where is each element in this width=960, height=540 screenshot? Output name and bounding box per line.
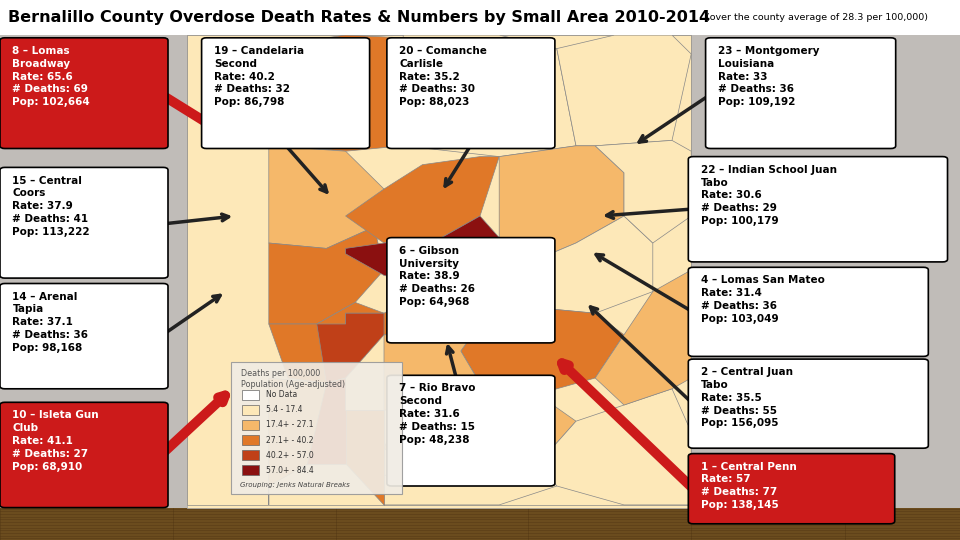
- Text: Bernalillo County Overdose Death Rates & Numbers by Small Area 2010-2014: Bernalillo County Overdose Death Rates &…: [8, 10, 709, 25]
- Polygon shape: [307, 378, 384, 464]
- Text: 22 – Indian School Juan
Tabo
Rate: 30.6
# Deaths: 29
Pop: 100,179: 22 – Indian School Juan Tabo Rate: 30.6 …: [701, 165, 837, 226]
- Text: Deaths per 100,000
Population (Age-adjusted): Deaths per 100,000 Population (Age-adjus…: [241, 369, 345, 389]
- Text: 10 – Isleta Gun
Club
Rate: 41.1
# Deaths: 27
Pop: 68,910: 10 – Isleta Gun Club Rate: 41.1 # Deaths…: [12, 410, 99, 471]
- Text: 14 – Arenal
Tapia
Rate: 37.1
# Deaths: 36
Pop: 98,168: 14 – Arenal Tapia Rate: 37.1 # Deaths: 3…: [12, 292, 88, 353]
- FancyBboxPatch shape: [688, 359, 928, 448]
- FancyBboxPatch shape: [688, 267, 928, 356]
- Polygon shape: [384, 378, 576, 481]
- Polygon shape: [384, 464, 557, 505]
- FancyBboxPatch shape: [0, 167, 168, 278]
- FancyBboxPatch shape: [688, 157, 948, 262]
- Polygon shape: [346, 157, 499, 243]
- Text: No Data: No Data: [266, 390, 298, 399]
- FancyBboxPatch shape: [242, 390, 259, 400]
- Polygon shape: [317, 313, 384, 383]
- FancyBboxPatch shape: [242, 420, 259, 430]
- Text: 19 – Candelaria
Second
Rate: 40.2
# Deaths: 32
Pop: 86,798: 19 – Candelaria Second Rate: 40.2 # Deat…: [214, 46, 304, 107]
- Polygon shape: [187, 35, 691, 505]
- Polygon shape: [499, 146, 624, 259]
- Text: 1 – Central Penn
Rate: 57
# Deaths: 77
Pop: 138,145: 1 – Central Penn Rate: 57 # Deaths: 77 P…: [701, 462, 797, 510]
- Text: (over the county average of 28.3 per 100,000): (over the county average of 28.3 per 100…: [706, 13, 927, 22]
- FancyBboxPatch shape: [387, 238, 555, 343]
- Text: 5.4 - 17.4: 5.4 - 17.4: [266, 406, 302, 414]
- Polygon shape: [346, 270, 499, 335]
- FancyBboxPatch shape: [202, 38, 370, 148]
- FancyBboxPatch shape: [0, 402, 168, 508]
- FancyBboxPatch shape: [0, 0, 960, 35]
- FancyBboxPatch shape: [242, 450, 259, 460]
- Polygon shape: [384, 324, 480, 410]
- FancyBboxPatch shape: [0, 38, 168, 148]
- FancyBboxPatch shape: [242, 465, 259, 475]
- Text: 57.0+ - 84.4: 57.0+ - 84.4: [266, 466, 314, 475]
- Polygon shape: [403, 35, 576, 157]
- Text: 15 – Central
Coors
Rate: 37.9
# Deaths: 41
Pop: 113,222: 15 – Central Coors Rate: 37.9 # Deaths: …: [12, 176, 90, 237]
- Text: 2 – Central Juan
Tabo
Rate: 35.5
# Deaths: 55
Pop: 156,095: 2 – Central Juan Tabo Rate: 35.5 # Death…: [701, 367, 793, 428]
- Polygon shape: [269, 146, 384, 248]
- FancyBboxPatch shape: [242, 435, 259, 445]
- Polygon shape: [557, 35, 691, 146]
- FancyBboxPatch shape: [387, 375, 555, 486]
- FancyBboxPatch shape: [187, 35, 691, 508]
- Polygon shape: [595, 270, 691, 405]
- FancyBboxPatch shape: [231, 362, 402, 494]
- FancyBboxPatch shape: [0, 508, 960, 540]
- Polygon shape: [269, 378, 346, 505]
- Text: 4 – Lomas San Mateo
Rate: 31.4
# Deaths: 36
Pop: 103,049: 4 – Lomas San Mateo Rate: 31.4 # Deaths:…: [701, 275, 825, 324]
- Polygon shape: [346, 410, 384, 505]
- FancyBboxPatch shape: [0, 284, 168, 389]
- Polygon shape: [538, 389, 691, 505]
- FancyBboxPatch shape: [706, 38, 896, 148]
- FancyBboxPatch shape: [688, 454, 895, 524]
- Text: 23 – Montgomery
Louisiana
Rate: 33
# Deaths: 36
Pop: 109,192: 23 – Montgomery Louisiana Rate: 33 # Dea…: [718, 46, 820, 107]
- Text: 8 – Lomas
Broadway
Rate: 65.6
# Deaths: 69
Pop: 102,664: 8 – Lomas Broadway Rate: 65.6 # Deaths: …: [12, 46, 90, 107]
- Polygon shape: [499, 216, 653, 313]
- Polygon shape: [221, 35, 403, 151]
- Text: 40.2+ - 57.0: 40.2+ - 57.0: [266, 451, 314, 460]
- FancyBboxPatch shape: [242, 405, 259, 415]
- Polygon shape: [595, 140, 691, 243]
- Polygon shape: [269, 227, 384, 324]
- Text: 6 – Gibson
University
Rate: 38.9
# Deaths: 26
Pop: 64,968: 6 – Gibson University Rate: 38.9 # Death…: [399, 246, 475, 307]
- Text: 27.1+ - 40.2: 27.1+ - 40.2: [266, 436, 313, 444]
- Polygon shape: [346, 216, 499, 286]
- Text: 7 – Rio Bravo
Second
Rate: 31.6
# Deaths: 15
Pop: 48,238: 7 – Rio Bravo Second Rate: 31.6 # Deaths…: [399, 383, 476, 444]
- FancyBboxPatch shape: [387, 38, 555, 148]
- Polygon shape: [269, 302, 384, 383]
- Text: Grouping: Jenks Natural Breaks: Grouping: Jenks Natural Breaks: [240, 482, 349, 488]
- Text: 17.4+ - 27.1: 17.4+ - 27.1: [266, 421, 313, 429]
- Polygon shape: [461, 281, 624, 394]
- Text: 20 – Comanche
Carlisle
Rate: 35.2
# Deaths: 30
Pop: 88,023: 20 – Comanche Carlisle Rate: 35.2 # Deat…: [399, 46, 488, 107]
